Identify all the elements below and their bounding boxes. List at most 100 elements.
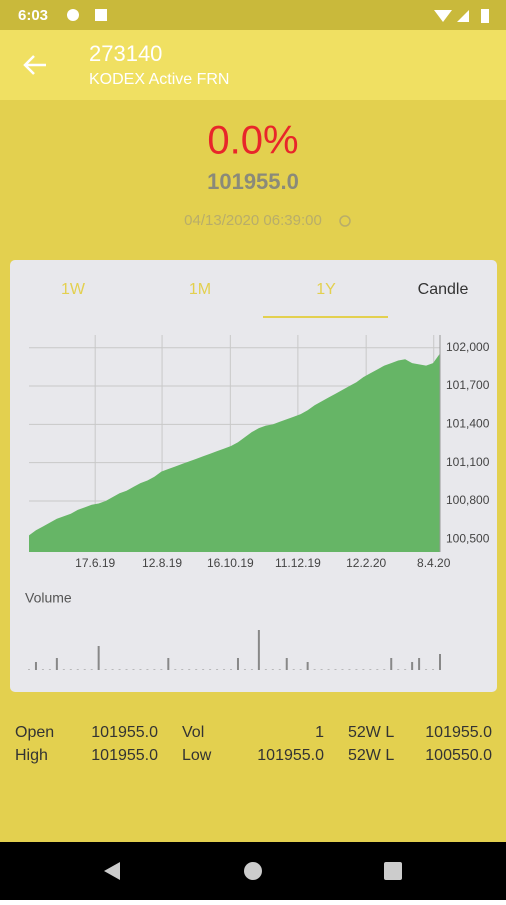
volume-bar (195, 669, 198, 670)
volume-bar (404, 669, 407, 670)
stat-cell: Low (182, 747, 212, 764)
volume-bar (69, 669, 72, 670)
battery-icon (481, 9, 489, 23)
y-tick-label: 101,100 (446, 455, 490, 469)
volume-bar (341, 669, 344, 670)
volume-bar (439, 654, 441, 670)
volume-bar (376, 669, 379, 670)
volume-bar (62, 669, 65, 670)
x-tick-label: 12.2.20 (346, 556, 386, 570)
back-button[interactable] (23, 55, 46, 75)
stock-name: KODEX Active FRN (89, 71, 229, 88)
volume-bar (216, 669, 219, 670)
stat-cell: Open (15, 724, 54, 741)
volume-bar (411, 662, 414, 670)
nav-recent[interactable] (384, 862, 402, 880)
volume-bar (202, 669, 205, 670)
x-tick-label: 12.8.19 (142, 556, 182, 570)
stat-cell: 101955.0 (257, 747, 324, 764)
volume-bar (223, 669, 226, 670)
volume-bar (188, 669, 191, 670)
settings-icon (67, 9, 79, 21)
stat-cell: 52W L (348, 747, 394, 764)
tab[interactable]: 1W (61, 281, 86, 298)
volume-bar (250, 669, 253, 670)
volume-bar (90, 669, 93, 670)
stat-cell: 101955.0 (425, 724, 492, 741)
stat-cell: High (15, 747, 48, 764)
volume-bar (146, 669, 149, 670)
stat-cell: 100550.0 (425, 747, 492, 764)
stat-cell: 52W L (348, 724, 394, 741)
volume-bar (418, 658, 421, 670)
volume-bar (278, 669, 281, 670)
volume-bar (97, 646, 100, 670)
volume-bar (292, 669, 295, 670)
stat-cell: 101955.0 (91, 724, 158, 741)
signal-icon (457, 10, 469, 22)
volume-bar (139, 669, 142, 670)
y-tick-label: 101,400 (446, 417, 490, 431)
app-bar (0, 30, 506, 100)
volume-bar (383, 669, 386, 670)
wifi-icon (434, 10, 452, 22)
nav-home[interactable] (244, 862, 262, 880)
volume-bar (425, 669, 428, 670)
volume-bar (257, 630, 260, 670)
x-tick-label: 11.12.19 (275, 556, 321, 570)
clock-icon (339, 215, 351, 227)
volume-bar (83, 669, 86, 670)
volume-bar (125, 669, 128, 670)
volume-label: Volume (25, 590, 72, 606)
volume-bar (369, 669, 372, 670)
y-tick-label: 101,700 (446, 378, 490, 392)
volume-bar (306, 662, 309, 670)
volume-bar (41, 669, 44, 670)
volume-bar (132, 669, 135, 670)
volume-bar (390, 658, 393, 670)
y-tick-label: 100,800 (446, 493, 490, 507)
y-tick-label: 100,500 (446, 531, 490, 545)
volume-bar (209, 669, 212, 670)
tab[interactable]: Candle (418, 281, 469, 298)
change: 0.0% (207, 119, 298, 163)
volume-bar (264, 669, 267, 670)
stat-cell: Vol (182, 724, 204, 741)
volume-bar (327, 669, 330, 670)
volume-bar (313, 669, 316, 670)
volume-bar (48, 669, 51, 670)
volume-bar (355, 669, 358, 670)
tab[interactable]: 1Y (316, 281, 336, 298)
volume-bar (174, 669, 177, 670)
timestamp: 04/13/2020 06:39:00 (184, 212, 322, 229)
volume-bar (320, 669, 323, 670)
price: 101955.0 (207, 169, 299, 194)
volume-bar (160, 669, 163, 670)
app-icon (95, 9, 107, 21)
volume-bar (230, 669, 233, 670)
x-tick-label: 8.4.20 (417, 556, 451, 570)
volume-bar (153, 669, 156, 670)
volume-bar (348, 669, 351, 670)
volume-bar (243, 669, 246, 670)
volume-bar (236, 658, 239, 670)
nav-back[interactable] (104, 862, 120, 880)
stock-code: 273140 (89, 41, 162, 66)
status-time: 6:03 (18, 7, 48, 24)
volume-bar (181, 669, 184, 670)
volume-bar (118, 669, 121, 670)
volume-bar (362, 669, 365, 670)
volume-bar (299, 669, 302, 670)
volume-bar (55, 658, 58, 670)
volume-bar (111, 669, 114, 670)
volume-bar (104, 669, 107, 670)
volume-bar (28, 669, 30, 670)
tab[interactable]: 1M (189, 281, 211, 298)
x-tick-label: 17.6.19 (75, 556, 115, 570)
volume-bar (76, 669, 79, 670)
price-area (29, 353, 440, 552)
volume-bar (432, 669, 435, 670)
stat-cell: 1 (315, 724, 324, 741)
volume-bar (397, 669, 400, 670)
